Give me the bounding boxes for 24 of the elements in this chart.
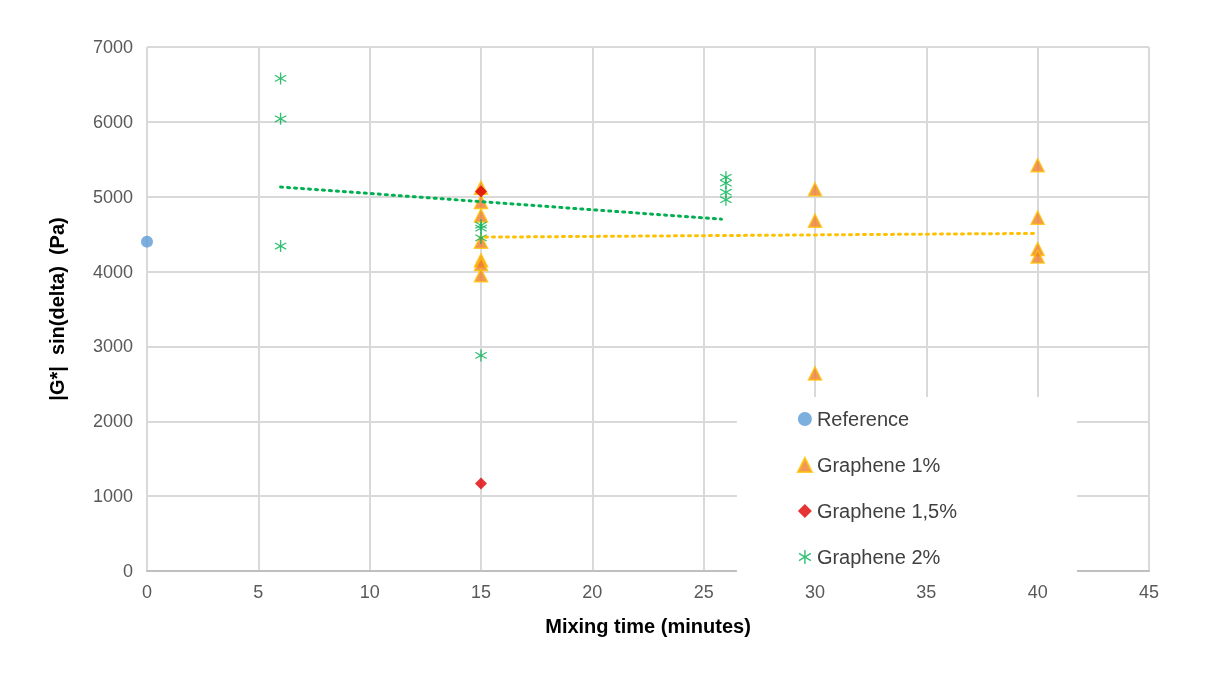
x-tick-label: 10 (359, 582, 380, 602)
x-tick-label: 15 (470, 582, 492, 602)
legend-label: Graphene 2% (816, 546, 941, 568)
x-axis-title: Mixing time (minutes) (545, 615, 751, 637)
x-tick-label: 25 (693, 582, 714, 602)
y-tick-label: 5000 (92, 186, 133, 207)
y-tick-label: 3000 (92, 336, 133, 357)
y-tick-label: 6000 (92, 111, 133, 132)
x-tick-label: 40 (1027, 582, 1048, 602)
x-tick-label: 35 (916, 582, 937, 602)
y-tick-label: 2000 (92, 411, 133, 432)
y-tick-label: 7000 (92, 37, 133, 57)
y-tick-label: 0 (122, 561, 133, 581)
legend-label: Graphene 1% (816, 454, 941, 476)
legend-label: Graphene 1,5% (816, 500, 958, 522)
y-tick-label: 4000 (92, 261, 133, 282)
x-tick-label: 30 (804, 582, 826, 602)
x-tick-label: 20 (582, 582, 603, 602)
y-tick-label: 1000 (92, 486, 133, 507)
x-tick-label: 0 (141, 582, 153, 602)
x-tick-label: 5 (253, 582, 264, 602)
legend-label: Reference (816, 408, 910, 430)
x-tick-label: 45 (1138, 582, 1160, 602)
y-axis-title: |G*| sin(delta) (Pa) (46, 217, 68, 401)
